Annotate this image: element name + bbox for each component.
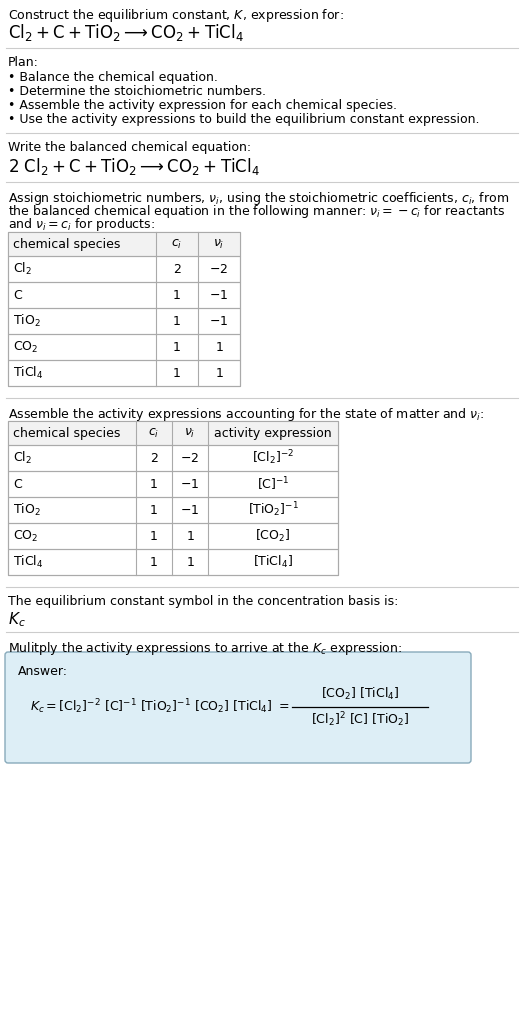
- Text: $\nu_i$: $\nu_i$: [213, 237, 225, 250]
- Bar: [8, 523, 338, 549]
- Text: $\mathrm{C}$: $\mathrm{C}$: [13, 477, 23, 490]
- Text: 1: 1: [150, 530, 158, 543]
- Text: Assemble the activity expressions accounting for the state of matter and $\nu_i$: Assemble the activity expressions accoun…: [8, 406, 484, 423]
- Text: and $\nu_i = c_i$ for products:: and $\nu_i = c_i$ for products:: [8, 216, 155, 233]
- FancyBboxPatch shape: [5, 652, 471, 763]
- Text: $[\mathrm{C}]^{-1}$: $[\mathrm{C}]^{-1}$: [257, 475, 289, 492]
- Text: $-1$: $-1$: [210, 289, 228, 302]
- Text: $1$: $1$: [215, 340, 223, 354]
- Text: 1: 1: [173, 367, 181, 380]
- Text: $\mathrm{Cl_2}$: $\mathrm{Cl_2}$: [13, 261, 32, 277]
- Text: $\mathrm{TiCl_4}$: $\mathrm{TiCl_4}$: [13, 365, 43, 381]
- Text: $\mathrm{C}$: $\mathrm{C}$: [13, 289, 23, 302]
- Text: $\mathrm{CO_2}$: $\mathrm{CO_2}$: [13, 339, 38, 355]
- Text: 1: 1: [173, 289, 181, 302]
- Text: chemical species: chemical species: [13, 237, 121, 250]
- Text: Construct the equilibrium constant, $K$, expression for:: Construct the equilibrium constant, $K$,…: [8, 7, 344, 24]
- Text: activity expression: activity expression: [214, 426, 332, 440]
- Bar: [8, 282, 240, 308]
- Text: Plan:: Plan:: [8, 56, 39, 69]
- Text: $[\mathrm{CO_2}]$: $[\mathrm{CO_2}]$: [255, 528, 291, 544]
- Text: 1: 1: [173, 314, 181, 327]
- Bar: [8, 471, 338, 497]
- Text: $\mathrm{TiO_2}$: $\mathrm{TiO_2}$: [13, 313, 41, 329]
- Text: $\mathrm{Cl_2}$: $\mathrm{Cl_2}$: [13, 450, 32, 466]
- Text: $\mathrm{TiCl_4}$: $\mathrm{TiCl_4}$: [13, 554, 43, 570]
- Text: • Assemble the activity expression for each chemical species.: • Assemble the activity expression for e…: [8, 99, 397, 112]
- Text: 2: 2: [173, 262, 181, 276]
- Text: • Use the activity expressions to build the equilibrium constant expression.: • Use the activity expressions to build …: [8, 113, 479, 126]
- Text: chemical species: chemical species: [13, 426, 121, 440]
- Text: $c_i$: $c_i$: [171, 237, 183, 250]
- Bar: [8, 360, 240, 386]
- Text: $[\mathrm{Cl_2}]^2\ [\mathrm{C}]\ [\mathrm{TiO_2}]$: $[\mathrm{Cl_2}]^2\ [\mathrm{C}]\ [\math…: [311, 711, 409, 729]
- Bar: [8, 308, 240, 334]
- Bar: [8, 232, 240, 386]
- Text: $-1$: $-1$: [180, 503, 200, 517]
- Text: 2: 2: [150, 452, 158, 465]
- Text: $-1$: $-1$: [210, 314, 228, 327]
- Text: $1$: $1$: [185, 555, 194, 568]
- Text: The equilibrium constant symbol in the concentration basis is:: The equilibrium constant symbol in the c…: [8, 595, 398, 608]
- Text: Write the balanced chemical equation:: Write the balanced chemical equation:: [8, 141, 251, 154]
- Bar: [8, 421, 338, 445]
- Bar: [8, 334, 240, 360]
- Text: $\mathrm{Cl_2 + C + TiO_2 \longrightarrow CO_2 + TiCl_4}$: $\mathrm{Cl_2 + C + TiO_2 \longrightarro…: [8, 22, 244, 43]
- Text: • Balance the chemical equation.: • Balance the chemical equation.: [8, 71, 218, 84]
- Text: $[\mathrm{Cl_2}]^{-2}$: $[\mathrm{Cl_2}]^{-2}$: [252, 449, 294, 467]
- Text: Mulitply the activity expressions to arrive at the $K_c$ expression:: Mulitply the activity expressions to arr…: [8, 640, 402, 657]
- Bar: [8, 497, 338, 523]
- Text: $[\mathrm{CO_2}]\ [\mathrm{TiCl_4}]$: $[\mathrm{CO_2}]\ [\mathrm{TiCl_4}]$: [321, 686, 399, 702]
- Text: 1: 1: [150, 555, 158, 568]
- Text: Assign stoichiometric numbers, $\nu_i$, using the stoichiometric coefficients, $: Assign stoichiometric numbers, $\nu_i$, …: [8, 190, 509, 207]
- Bar: [8, 232, 240, 256]
- Text: $\nu_i$: $\nu_i$: [184, 426, 195, 440]
- Text: $1$: $1$: [215, 367, 223, 380]
- Text: • Determine the stoichiometric numbers.: • Determine the stoichiometric numbers.: [8, 85, 266, 98]
- Bar: [8, 421, 338, 575]
- Text: $\mathrm{TiO_2}$: $\mathrm{TiO_2}$: [13, 502, 41, 518]
- Bar: [8, 549, 338, 575]
- Text: $K_c = [\mathrm{Cl_2}]^{-2}\ [\mathrm{C}]^{-1}\ [\mathrm{TiO_2}]^{-1}\ [\mathrm{: $K_c = [\mathrm{Cl_2}]^{-2}\ [\mathrm{C}…: [30, 698, 289, 716]
- Text: $-2$: $-2$: [180, 452, 200, 465]
- Bar: [8, 256, 240, 282]
- Text: $1$: $1$: [185, 530, 194, 543]
- Text: $-1$: $-1$: [180, 477, 200, 490]
- Text: $\mathrm{CO_2}$: $\mathrm{CO_2}$: [13, 529, 38, 544]
- Text: $[\mathrm{TiCl_4}]$: $[\mathrm{TiCl_4}]$: [253, 554, 293, 570]
- Text: $[\mathrm{TiO_2}]^{-1}$: $[\mathrm{TiO_2}]^{-1}$: [247, 500, 299, 520]
- Text: $-2$: $-2$: [210, 262, 228, 276]
- Text: $K_c$: $K_c$: [8, 610, 26, 629]
- Text: $c_i$: $c_i$: [148, 426, 160, 440]
- Text: 1: 1: [173, 340, 181, 354]
- Text: the balanced chemical equation in the following manner: $\nu_i = -c_i$ for react: the balanced chemical equation in the fo…: [8, 203, 506, 220]
- Text: $\mathrm{2\ Cl_2 + C + TiO_2 \longrightarrow CO_2 + TiCl_4}$: $\mathrm{2\ Cl_2 + C + TiO_2 \longrighta…: [8, 156, 260, 177]
- Text: Answer:: Answer:: [18, 665, 68, 678]
- Text: 1: 1: [150, 477, 158, 490]
- Text: 1: 1: [150, 503, 158, 517]
- Bar: [8, 445, 338, 471]
